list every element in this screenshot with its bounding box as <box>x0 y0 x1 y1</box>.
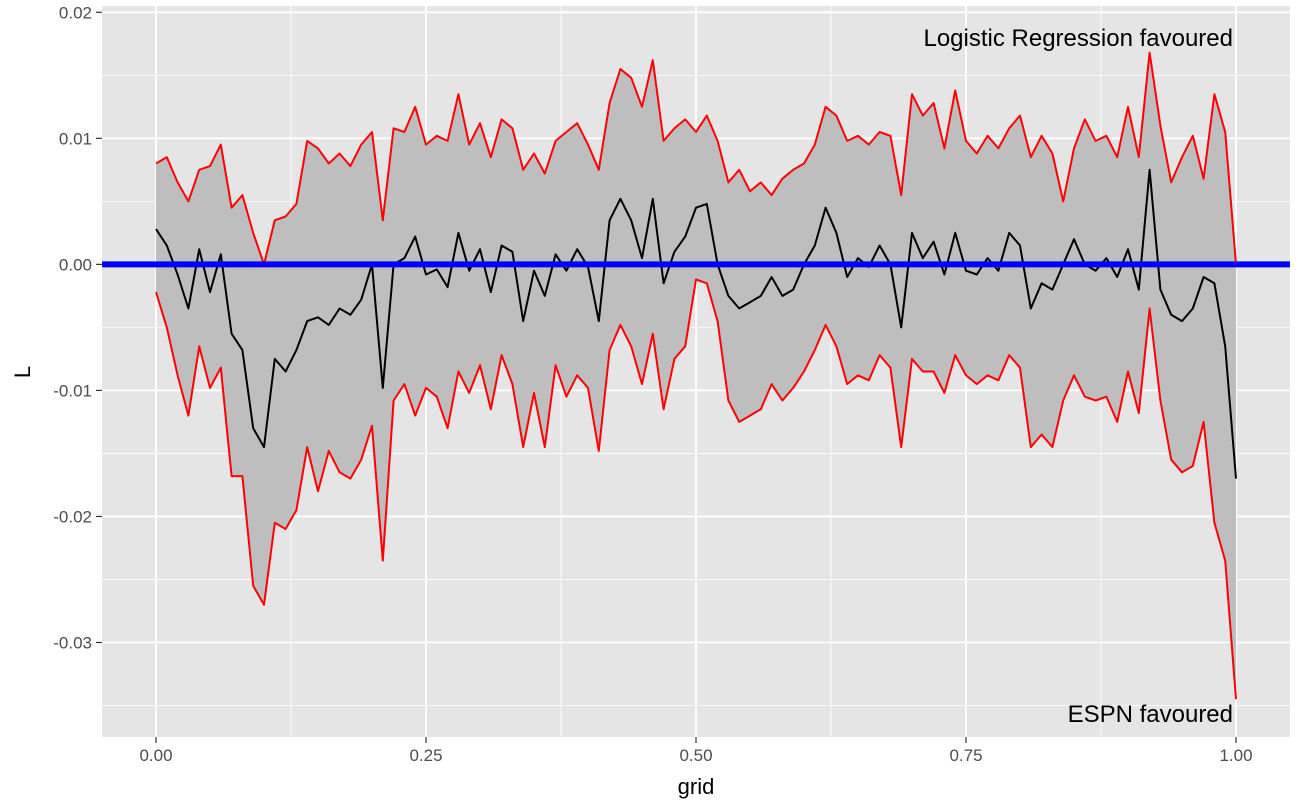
lower-bound-line <box>155 278 1237 700</box>
y-axis-title: L <box>10 366 35 378</box>
x-tick-label: 0.00 <box>139 746 172 765</box>
y-tick-label: -0.01 <box>53 381 92 400</box>
estimate-line <box>155 168 1237 479</box>
y-tick-label: -0.03 <box>53 633 92 652</box>
upper-bound-line <box>155 51 1237 266</box>
y-tick-label: 0.00 <box>59 255 92 274</box>
x-tick-label: 0.25 <box>409 746 442 765</box>
x-tick-label: 0.50 <box>679 746 712 765</box>
x-tick-label: 1.00 <box>1219 746 1252 765</box>
y-tick-label: 0.02 <box>59 3 92 22</box>
y-tick-label: 0.01 <box>59 129 92 148</box>
axis-ticks <box>96 11 1237 743</box>
annotation-top: Logistic Regression favoured <box>923 25 1233 52</box>
annotation-bottom: ESPN favoured <box>1068 701 1233 728</box>
x-tick-label: 0.75 <box>949 746 982 765</box>
plot-layer <box>102 51 1290 700</box>
confidence-ribbon <box>156 52 1236 700</box>
y-tick-label: -0.02 <box>53 507 92 526</box>
axis-tick-labels: 0.00 0.25 0.50 0.75 1.00 0.02 0.01 0.00 -0.01 -0.… <box>53 3 1252 765</box>
x-axis-title: grid <box>678 774 715 799</box>
